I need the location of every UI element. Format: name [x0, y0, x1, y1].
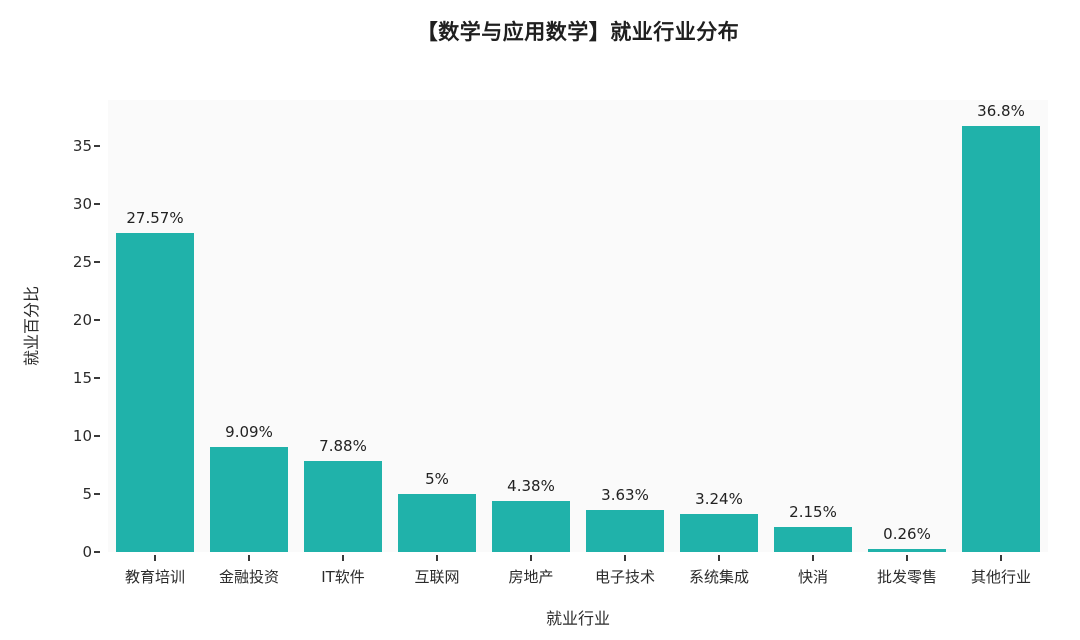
bar: [116, 232, 194, 552]
plot-area: 27.57% 9.09% 7.88% 5% 4.38% 3.63% 3.24% 2.15% 0.…: [108, 100, 1048, 552]
bar-value-label: 4.38%: [507, 477, 555, 496]
y-tick-label: 25: [72, 253, 92, 272]
y-tick-mark: [94, 377, 100, 380]
y-tick-mark: [94, 435, 100, 438]
y-tick-label: 10: [72, 427, 92, 446]
y-tick-label: 5: [82, 485, 92, 504]
bar: [304, 460, 382, 552]
x-tick-label: 教育培训: [124, 568, 185, 586]
bar-value-label: 7.88%: [319, 436, 367, 455]
bar-value-label: 36.8%: [977, 101, 1025, 120]
bar: [210, 446, 288, 552]
y-tick-mark: [94, 319, 100, 322]
x-tick-mark: [436, 555, 438, 561]
x-tick-label: 互联网: [414, 568, 460, 586]
bar-value-label: 0.26%: [883, 525, 931, 543]
bar-value-label: 5%: [425, 470, 449, 489]
x-tick-label: 快消: [797, 568, 828, 586]
y-tick-label: 20: [72, 311, 92, 330]
x-tick-label: 房地产: [508, 568, 554, 586]
x-axis-title: 就业行业: [545, 609, 610, 628]
bar: [868, 549, 946, 552]
x-tick-mark: [812, 555, 814, 561]
y-tick-mark: [94, 493, 100, 496]
bar: [492, 501, 570, 552]
x-tick-label: IT软件: [321, 568, 365, 586]
bar-value-label: 3.24%: [695, 490, 743, 509]
y-axis: 0 5 10 15 20 25 30 35: [0, 100, 108, 560]
x-tick-label: 系统集成: [688, 568, 749, 586]
x-tick-mark: [718, 555, 720, 561]
y-tick-mark: [94, 145, 100, 148]
bar: [586, 509, 664, 552]
x-tick-mark: [342, 555, 344, 561]
x-tick-label: 金融投资: [218, 568, 279, 586]
x-tick-mark: [624, 555, 626, 561]
y-tick-label: 30: [72, 195, 92, 214]
x-tick-mark: [530, 555, 532, 561]
x-tick-mark: [248, 555, 250, 561]
x-tick-mark: [154, 555, 156, 561]
y-tick-mark: [94, 261, 100, 264]
y-axis-title: 就业百分比: [22, 285, 41, 367]
bar-value-label: 9.09%: [225, 422, 273, 441]
y-tick-label: 35: [72, 137, 92, 156]
x-tick-label: 其他行业: [970, 568, 1031, 586]
y-tick-label: 0: [82, 543, 92, 561]
chart-title: 【数学与应用数学】就业行业分布: [416, 20, 740, 44]
x-tick-label: 批发零售: [876, 568, 937, 586]
y-tick-mark: [94, 551, 100, 553]
bar-value-label: 3.63%: [601, 485, 649, 504]
x-axis-labels: 教育培训 金融投资 IT软件 互联网 房地产 电子技术 系统集成 快消 批发零售 其他行业: [108, 552, 1048, 602]
x-tick-mark: [906, 555, 908, 561]
y-tick-mark: [94, 203, 100, 206]
y-tick-label: 15: [72, 369, 92, 388]
bar: [680, 514, 758, 552]
bar-value-label: 2.15%: [789, 503, 837, 522]
x-tick-label: 电子技术: [594, 568, 655, 586]
bar: [774, 527, 852, 552]
bar: [962, 125, 1040, 552]
x-tick-mark: [1000, 555, 1002, 561]
bar: [398, 494, 476, 552]
bar-value-label: 27.57%: [126, 208, 184, 227]
